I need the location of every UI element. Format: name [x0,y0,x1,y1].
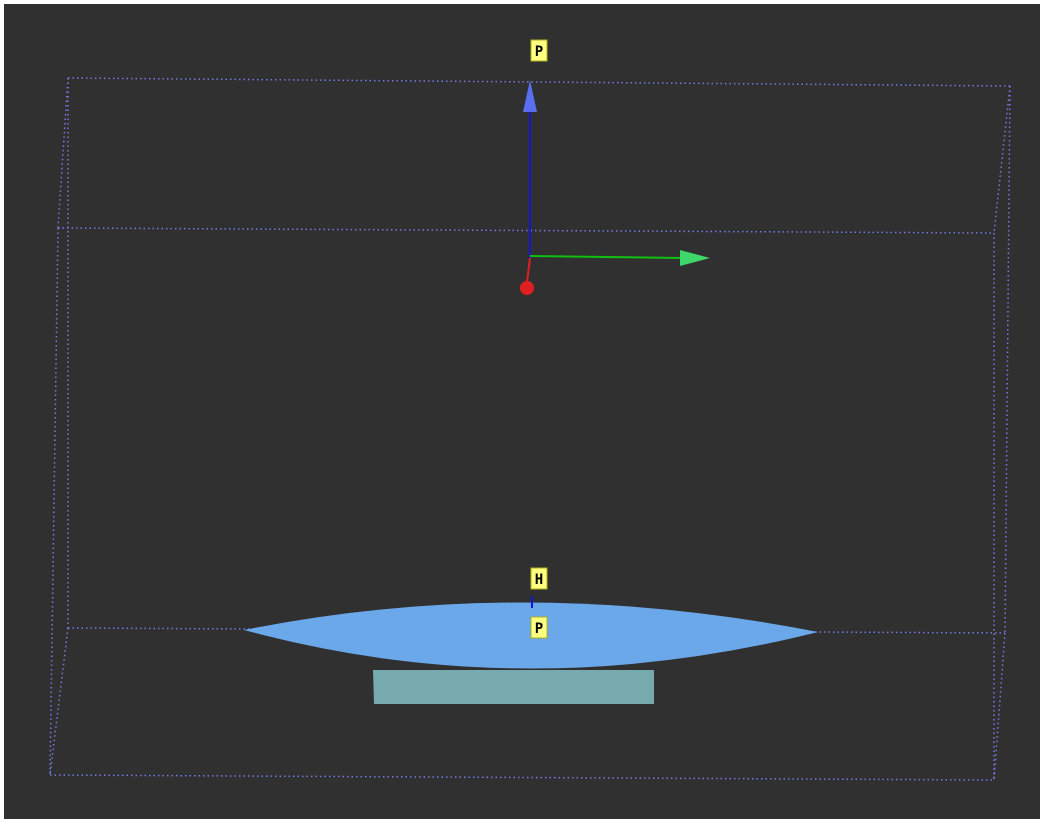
y-axis-arrow-icon[interactable] [680,250,710,266]
z-axis-arrow-icon[interactable] [523,80,537,112]
bbox-edge-front-top [57,227,995,234]
axis-gizmo[interactable] [520,80,710,295]
scene-canvas[interactable]: P H P [4,4,1040,819]
marker-lower-label: P [535,621,543,637]
marker-upper[interactable]: H [530,567,548,590]
base-block[interactable] [373,670,654,704]
marker-upper-label: H [535,572,543,588]
bbox-edge-front-left [49,227,59,776]
marker-upper-badge [530,567,548,590]
x-axis-line [526,257,531,283]
y-axis-line [529,255,683,259]
marker-lower-badge [530,616,548,639]
x-axis-arrow-icon[interactable] [520,281,534,295]
base-block-bump [474,672,576,687]
bbox-edge-right-bottom [993,632,1006,781]
marker-top[interactable]: P [530,39,548,62]
marker-lower[interactable]: P [530,616,548,639]
marker-top-label: P [535,44,543,60]
bbox-edge-back-right [1004,85,1011,634]
marker-top-badge [530,39,548,62]
